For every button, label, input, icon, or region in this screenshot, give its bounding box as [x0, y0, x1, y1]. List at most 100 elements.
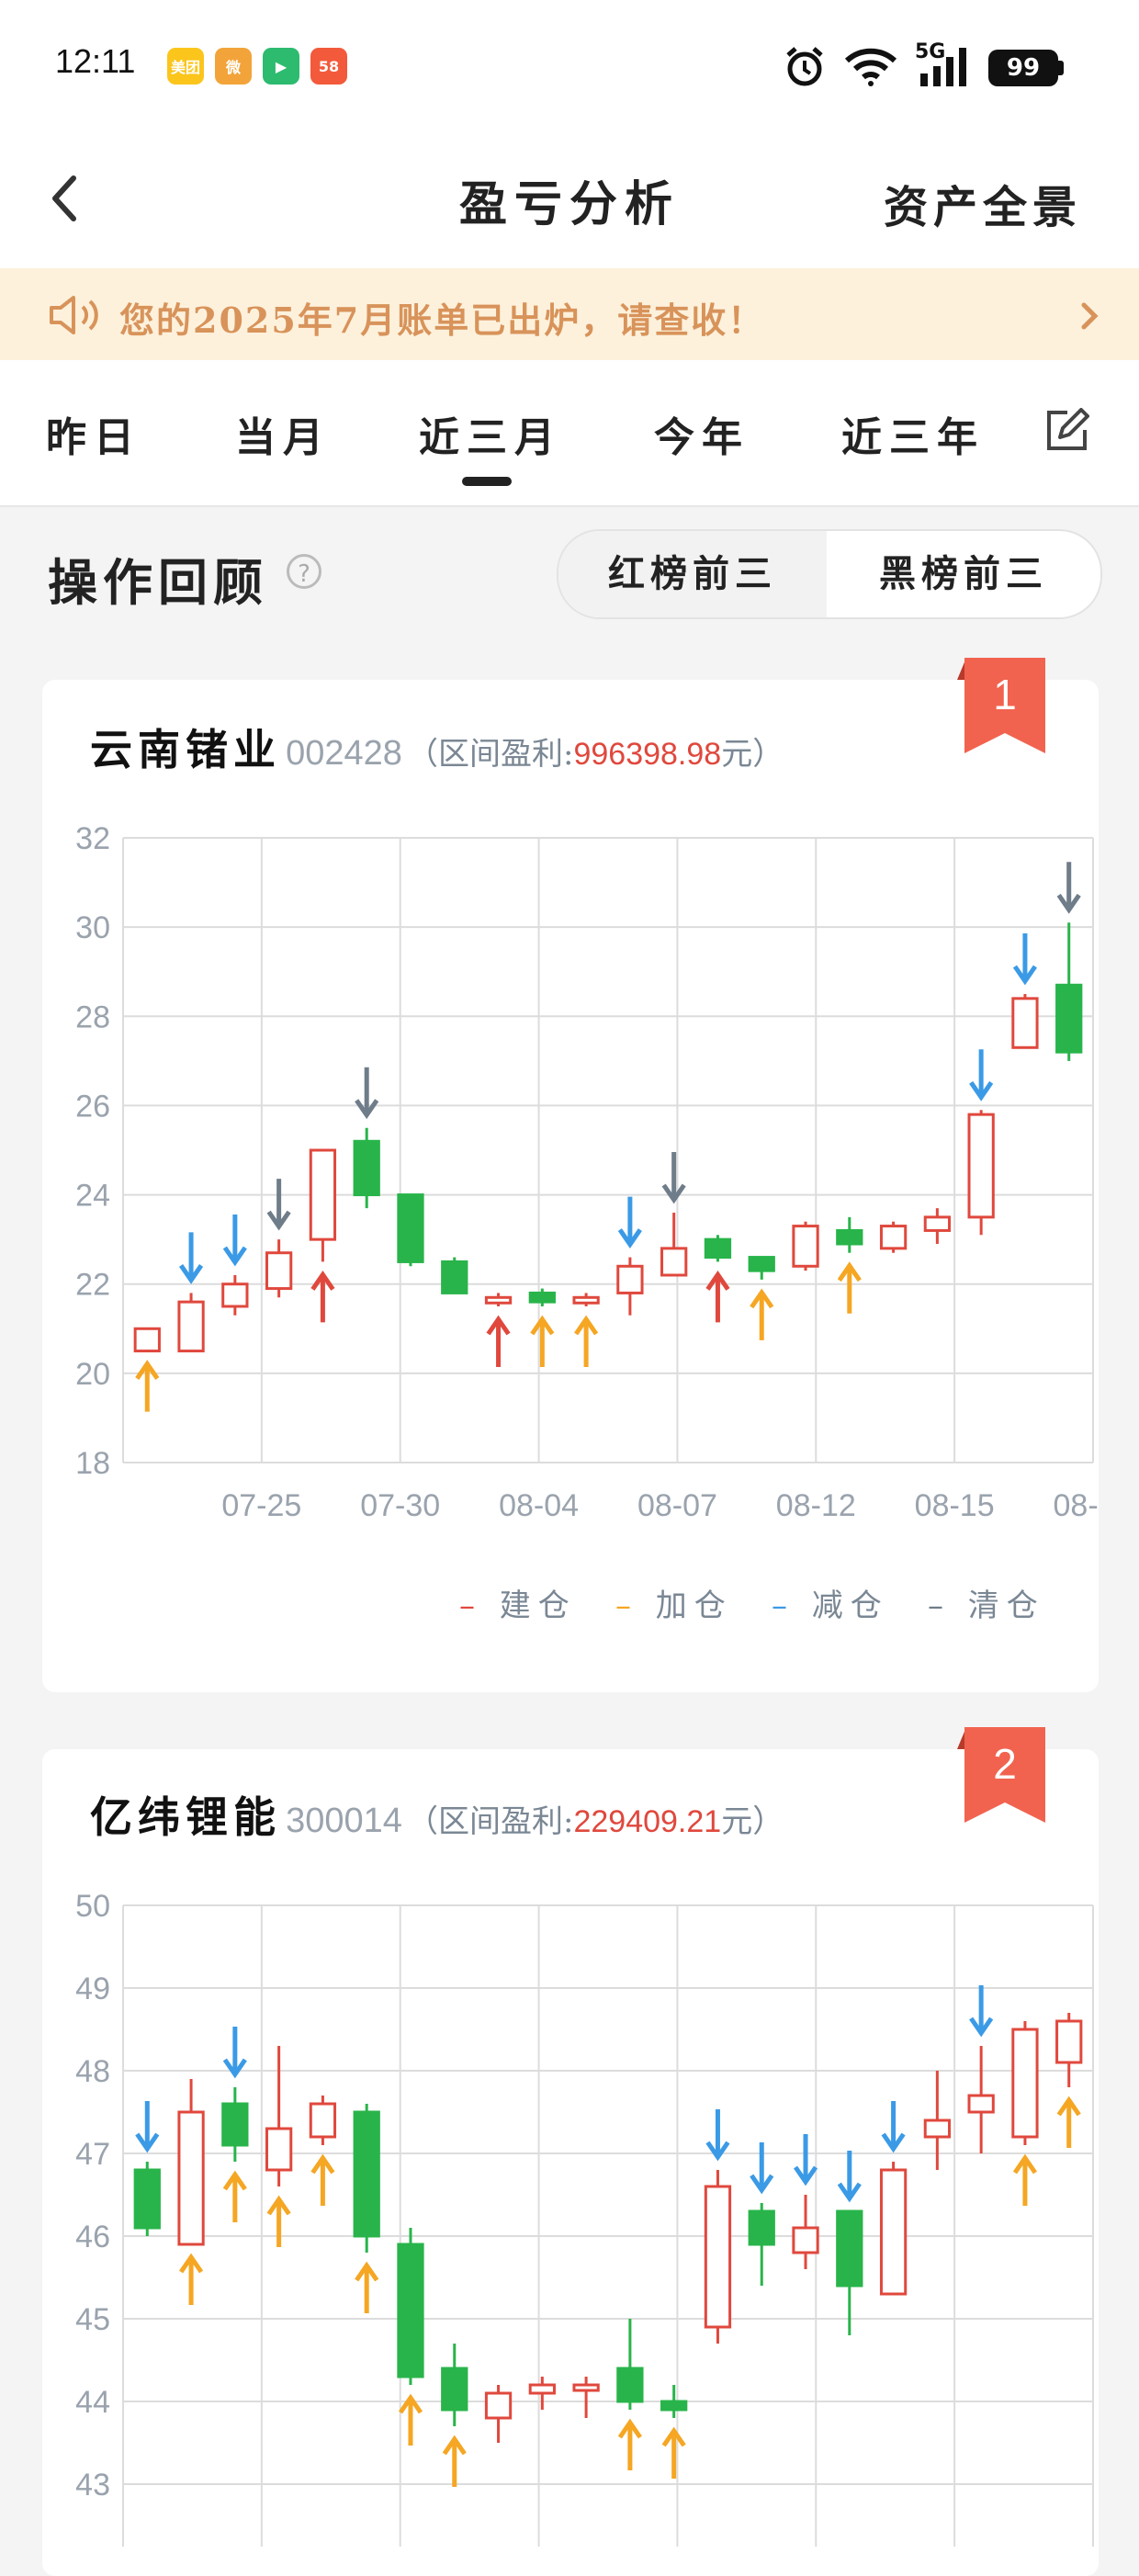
candle-body	[1055, 2019, 1083, 2064]
buy-arrow-head	[837, 1261, 862, 1282]
y-tick-label: 47	[75, 2137, 110, 2172]
candle-body	[923, 2118, 952, 2139]
candle	[221, 2027, 249, 2222]
stock-code-2: 300014	[286, 1802, 402, 1840]
x-tick-label: 08-15	[915, 1488, 995, 1523]
candlestick-chart-2: 424344454647484950	[75, 1889, 1094, 2547]
stock-card-2[interactable]	[42, 1749, 1099, 2576]
candle	[441, 2344, 468, 2487]
candle-body	[528, 1291, 556, 1304]
legend-label: 加仓	[638, 1587, 733, 1624]
58-app-icon: 58	[310, 48, 347, 85]
candle	[265, 1179, 293, 1298]
candle-body	[836, 2209, 863, 2288]
currency-2: 元	[721, 1803, 753, 1840]
candle-body	[748, 2209, 775, 2246]
candle	[133, 1327, 161, 1412]
currency-1: 元	[721, 736, 753, 773]
sell-arrow-head	[1012, 965, 1038, 986]
y-tick-label: 48	[75, 2054, 110, 2089]
candle	[879, 1221, 908, 1253]
buy-arrow-head	[266, 2195, 291, 2216]
help-icon[interactable]: ?	[287, 554, 321, 589]
tab-this-month[interactable]: 当月	[235, 414, 331, 461]
candle-body	[484, 2391, 513, 2420]
candle	[704, 2109, 732, 2344]
candle-body	[704, 2185, 732, 2329]
tab-last-three-months[interactable]: 近三月	[419, 414, 562, 461]
stock-header-2: 亿纬锂能 300014 （区间盈利:229409.21元）	[90, 1784, 784, 1845]
candle	[748, 1256, 775, 1340]
tab-last-three-years[interactable]: 近三年	[841, 414, 985, 461]
red-rank-button[interactable]: 红榜前三	[558, 531, 827, 617]
black-rank-button[interactable]: 黑榜前三	[879, 552, 1048, 595]
candle-body	[221, 1282, 249, 1308]
buy-arrow-head	[398, 2393, 423, 2414]
sell-arrow-head	[266, 1210, 291, 1231]
sell-arrow-head	[837, 2182, 862, 2203]
stock-name-1: 云南锗业	[90, 725, 281, 774]
sell-arrow-head	[222, 2058, 247, 2079]
x-tick-label: 08-12	[776, 1488, 856, 1523]
y-tick-label: 49	[75, 1972, 110, 2006]
profit-info-2: （区间盈利:229409.21元）	[407, 1803, 784, 1840]
candle	[309, 2096, 337, 2206]
back-button[interactable]	[42, 171, 88, 226]
stock-card-1[interactable]	[42, 680, 1099, 1692]
y-tick-label: 24	[75, 1179, 110, 1214]
y-tick-label: 46	[75, 2220, 110, 2254]
legend-item: – 清仓	[928, 1580, 1045, 1625]
buy-arrow-head	[705, 1271, 730, 1291]
candle	[309, 1148, 337, 1323]
candle	[967, 1985, 995, 2153]
x-tick-label: 08-07	[637, 1488, 717, 1523]
candle	[1011, 2021, 1039, 2206]
chart-legend: – 建仓 – 加仓 – 减仓 – 清仓	[459, 1580, 1056, 1635]
candle-body	[397, 2243, 424, 2378]
candle	[177, 1232, 205, 1353]
profit-value-1: 996398.98	[573, 737, 722, 772]
legend-label: 清仓	[951, 1587, 1045, 1624]
active-tab-indicator	[462, 477, 512, 486]
rank-badge-1: 1	[953, 658, 1045, 753]
candle	[572, 1293, 600, 1367]
chevron-right-icon	[1077, 298, 1104, 334]
y-tick-label: 50	[75, 1889, 110, 1924]
buy-arrow-head	[1056, 2096, 1081, 2117]
x-tick-label: 08-20	[1054, 1488, 1099, 1523]
buy-arrow-head	[310, 2153, 335, 2175]
candle-body	[177, 1300, 205, 1353]
buy-arrow-head	[574, 1315, 599, 1336]
rank-number-2: 2	[993, 1740, 1017, 1788]
y-tick-label: 28	[75, 1000, 110, 1034]
tab-yesterday[interactable]: 昨日	[46, 414, 141, 461]
network-label: 5G	[915, 40, 946, 63]
candle	[660, 1152, 688, 1277]
sell-arrow-head	[969, 1080, 994, 1102]
signal-icon	[919, 46, 972, 86]
y-tick-label: 45	[75, 2302, 110, 2337]
bill-notice-bar[interactable]	[0, 268, 1139, 360]
battery-level: 99	[1006, 54, 1041, 82]
asset-overview-link[interactable]: 资产全景	[883, 182, 1082, 233]
sell-arrow-head	[355, 1099, 379, 1120]
sell-arrow-head	[222, 1246, 247, 1267]
tab-this-year[interactable]: 今年	[654, 414, 750, 461]
candle	[836, 1216, 863, 1314]
sell-arrow-head	[705, 2141, 730, 2162]
candle	[836, 2151, 863, 2335]
legend-label: 建仓	[482, 1587, 577, 1624]
candle-body	[1011, 2028, 1039, 2139]
edit-icon[interactable]	[1043, 408, 1089, 454]
candle-body	[616, 2367, 644, 2403]
candle-body	[397, 1193, 424, 1263]
legend-item: – 加仓	[615, 1580, 733, 1625]
candle	[177, 2079, 205, 2305]
y-tick-label: 30	[75, 910, 110, 945]
candle	[265, 2046, 293, 2247]
candle	[792, 2134, 819, 2269]
candle	[484, 2385, 513, 2443]
sell-arrow-head	[135, 2132, 160, 2153]
buy-arrow-head	[486, 1315, 511, 1336]
candle-body	[221, 2102, 249, 2147]
